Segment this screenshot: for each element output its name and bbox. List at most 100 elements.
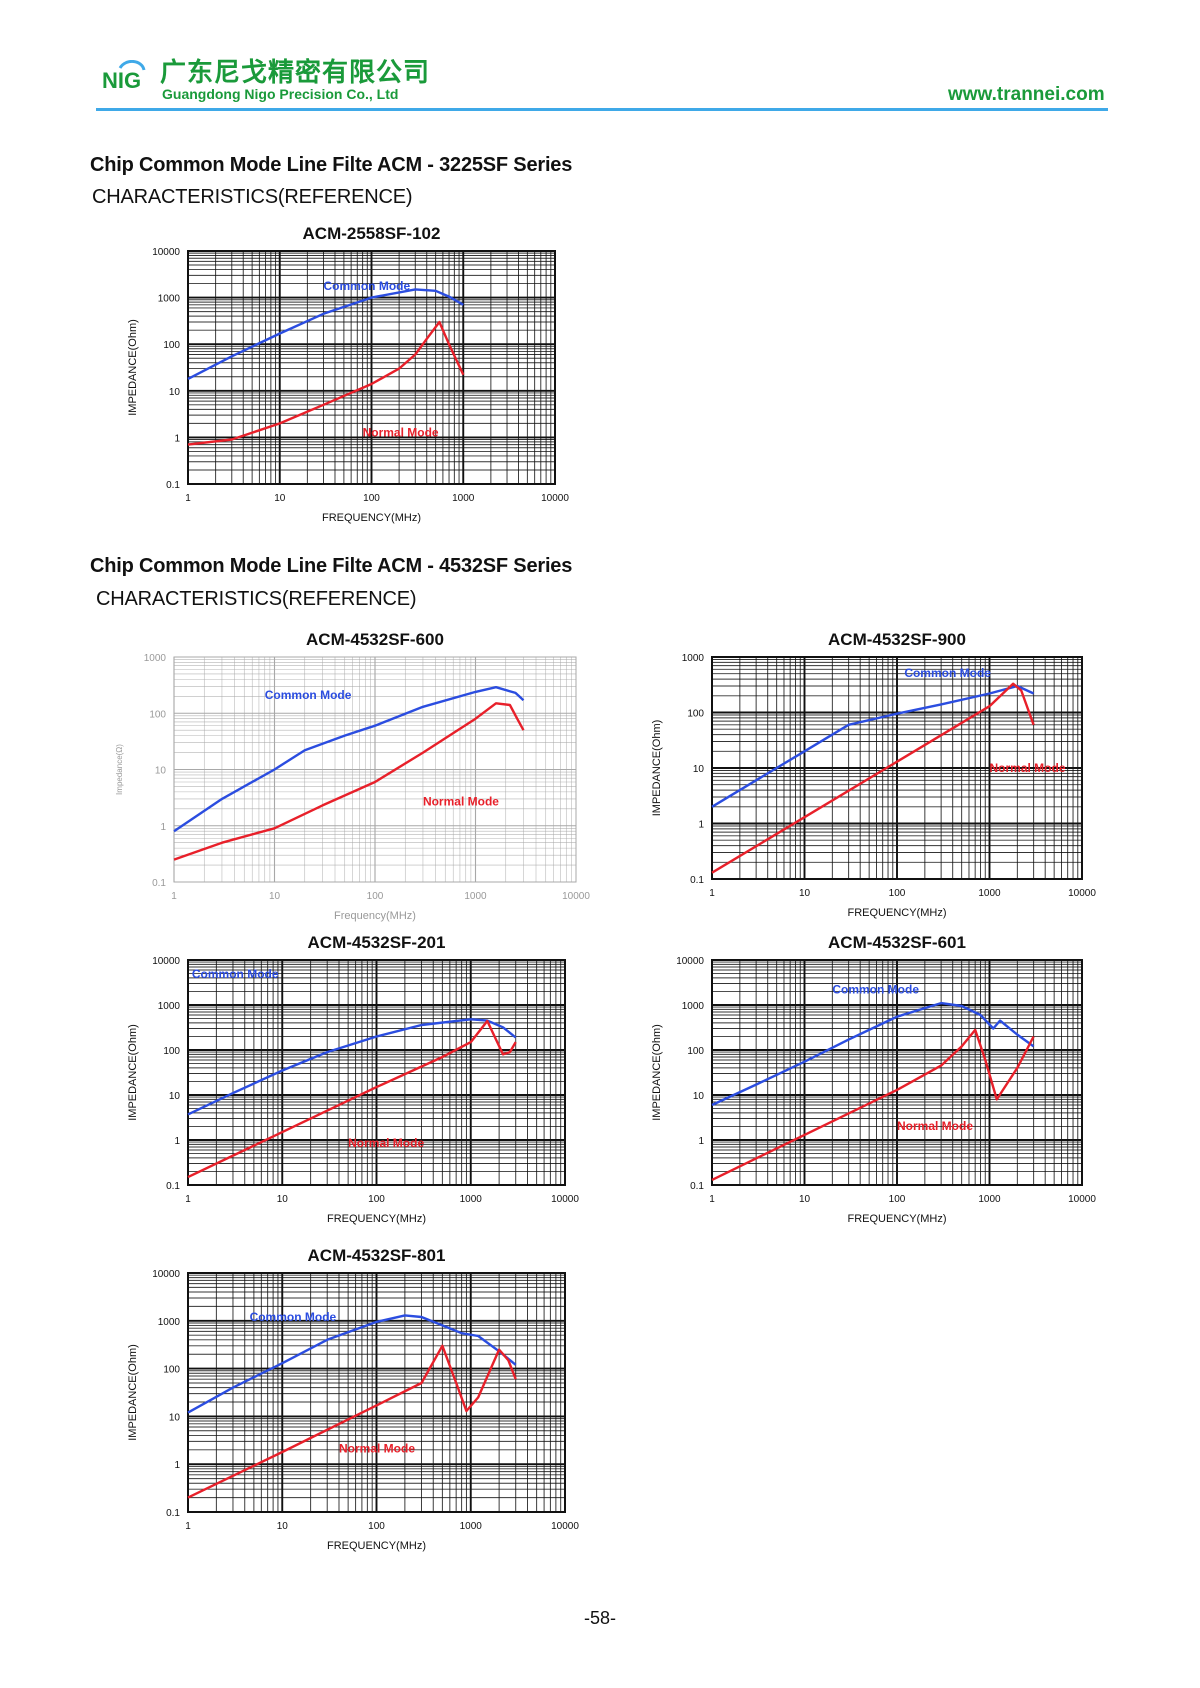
chart-title: ACM-4532SF-601	[828, 933, 966, 952]
x-axis-label: FREQUENCY(MHz)	[322, 512, 421, 524]
company-name-en: Guangdong Nigo Precision Co., Ltd	[162, 86, 399, 102]
y-tick-label: 100	[149, 709, 166, 720]
x-tick-label: 1	[185, 493, 191, 504]
y-tick-label: 1000	[682, 1001, 705, 1012]
common-mode-line	[187, 288, 464, 380]
plot-area	[711, 959, 1083, 1186]
common-mode-line	[173, 686, 525, 833]
normal-mode-label: Normal Mode	[348, 1136, 424, 1150]
header-divider	[96, 108, 1108, 111]
y-tick-label: 1	[174, 433, 180, 444]
y-axis-label: IMPEDANCE(Ohm)	[127, 319, 139, 416]
plot-area	[187, 1272, 566, 1513]
x-tick-label: 1000	[978, 888, 1001, 899]
x-tick-label: 10000	[1068, 888, 1096, 899]
x-tick-label: 10	[274, 493, 286, 504]
y-tick-label: 10000	[152, 247, 180, 258]
x-axis-label: Frequency(MHz)	[334, 910, 416, 922]
y-axis-label: IMPEDANCE(Ohm)	[127, 1024, 139, 1121]
normal-mode-line	[187, 1019, 517, 1179]
y-tick-label: 100	[163, 340, 180, 351]
common-mode-label: Common Mode	[265, 688, 352, 702]
common-mode-label: Common Mode	[192, 967, 279, 981]
chart-title: ACM-4532SF-201	[308, 933, 446, 952]
grid	[711, 657, 1082, 880]
chart-title: ACM-4532SF-900	[828, 630, 966, 649]
normal-mode-label: Normal Mode	[363, 425, 439, 439]
x-tick-label: 1	[185, 1194, 191, 1205]
section-subtitle-3225sf: CHARACTERISTICS(REFERENCE)	[92, 186, 413, 208]
x-tick-label: 10	[277, 1521, 289, 1532]
x-tick-label: 10	[269, 891, 281, 902]
y-tick-label: 1000	[682, 653, 705, 664]
x-tick-label: 100	[889, 888, 906, 899]
y-tick-label: 10000	[676, 956, 704, 967]
y-tick-label: 1	[174, 1136, 180, 1147]
common-mode-line	[711, 1001, 1035, 1107]
y-tick-label: 1000	[158, 1001, 181, 1012]
website-link[interactable]: www.trannei.com	[948, 84, 1105, 105]
x-axis-label: FREQUENCY(MHz)	[327, 1213, 426, 1225]
y-axis-label: IMPEDANCE(Ohm)	[651, 1024, 663, 1121]
grid	[711, 960, 1082, 1186]
y-tick-label: 100	[163, 1046, 180, 1057]
chart-title: ACM-2558SF-102	[303, 224, 441, 243]
x-axis-label: FREQUENCY(MHz)	[848, 907, 947, 919]
normal-mode-line	[173, 702, 525, 861]
x-tick-label: 10	[799, 1194, 811, 1205]
page-number: -58-	[583, 1608, 616, 1628]
y-tick-label: 10	[155, 766, 167, 777]
y-tick-label: 1	[174, 1460, 180, 1471]
y-tick-label: 10	[169, 387, 181, 398]
normal-mode-label: Normal Mode	[339, 1442, 415, 1456]
logo-swoosh	[118, 60, 146, 71]
x-tick-label: 1	[709, 888, 715, 899]
y-tick-label: 100	[163, 1365, 180, 1376]
section-title-4532sf: Chip Common Mode Line Filte ACM - 4532SF…	[90, 555, 573, 577]
x-tick-label: 100	[363, 493, 380, 504]
grid	[187, 1273, 565, 1513]
x-tick-label: 100	[368, 1521, 385, 1532]
y-tick-label: 10000	[152, 1269, 180, 1280]
normal-mode-line	[711, 682, 1035, 874]
x-tick-label: 10	[799, 888, 811, 899]
common-mode-line	[187, 1314, 517, 1414]
plot-area	[711, 656, 1083, 880]
section-subtitle-4532sf: CHARACTERISTICS(REFERENCE)	[96, 588, 417, 610]
x-tick-label: 1000	[460, 1521, 483, 1532]
grid	[173, 657, 576, 883]
y-tick-label: 0.1	[690, 875, 704, 886]
common-mode-label: Common Mode	[904, 666, 991, 680]
chart-title: ACM-4532SF-801	[308, 1246, 446, 1265]
y-tick-label: 1000	[144, 653, 167, 664]
y-tick-label: 0.1	[152, 878, 166, 889]
normal-mode-line	[711, 1028, 1035, 1181]
common-mode-line	[187, 1018, 517, 1116]
normal-mode-line	[187, 320, 465, 446]
x-tick-label: 100	[368, 1194, 385, 1205]
y-tick-label: 10	[169, 1412, 181, 1423]
x-tick-label: 10000	[562, 891, 590, 902]
plot-area	[173, 656, 577, 883]
x-axis-label: FREQUENCY(MHz)	[327, 1540, 426, 1552]
y-axis-label: IMPEDANCE(Ohm)	[651, 720, 663, 817]
x-tick-label: 10	[277, 1194, 289, 1205]
y-tick-label: 1000	[158, 294, 181, 305]
normal-mode-line	[187, 1344, 517, 1499]
y-tick-label: 0.1	[166, 1508, 180, 1519]
y-tick-label: 1	[160, 822, 166, 833]
y-axis-label: IMPEDANCE(Ohm)	[127, 1344, 139, 1441]
common-mode-label: Common Mode	[832, 983, 919, 997]
x-tick-label: 100	[889, 1194, 906, 1205]
y-tick-label: 0.1	[166, 480, 180, 491]
x-tick-label: 10000	[551, 1194, 579, 1205]
y-tick-label: 10	[693, 1091, 705, 1102]
normal-mode-label: Normal Mode	[423, 794, 499, 808]
y-tick-label: 0.1	[166, 1181, 180, 1192]
y-tick-label: 10000	[152, 956, 180, 967]
normal-mode-label: Normal Mode	[990, 761, 1066, 775]
